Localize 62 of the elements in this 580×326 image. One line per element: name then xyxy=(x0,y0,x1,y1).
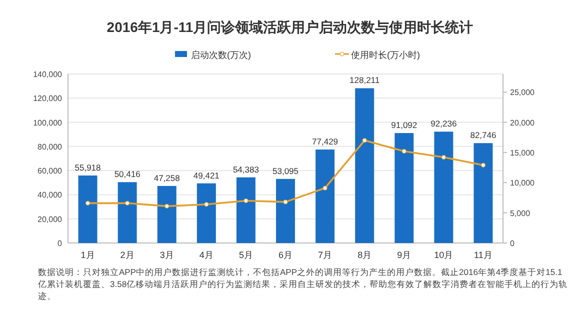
legend-label: 启动次数(万次) xyxy=(191,50,251,60)
bar xyxy=(157,186,176,243)
y-tick-label: 0 xyxy=(58,239,63,248)
bar xyxy=(196,183,216,243)
point xyxy=(322,186,328,190)
bar xyxy=(276,178,295,243)
bar xyxy=(78,176,98,243)
y2-tick-label: 25,000 xyxy=(510,88,536,98)
y-tick-label: 40,000 xyxy=(38,190,63,200)
bar xyxy=(474,143,493,243)
data-label: 47,258 xyxy=(154,172,180,183)
y-tick-label: 140,000 xyxy=(33,70,63,79)
y-tick-label: 20,000 xyxy=(38,214,63,224)
point xyxy=(125,200,130,206)
x-tick-label: 7月 xyxy=(318,250,332,260)
x-tick-label: 8月 xyxy=(358,250,372,260)
x-tick-label: 10月 xyxy=(434,250,454,260)
legend-label: 使用时长(万小时) xyxy=(351,50,420,60)
point xyxy=(480,162,486,168)
data-label: 53,095 xyxy=(272,166,299,176)
y-tick-label: 100,000 xyxy=(33,118,63,128)
data-label: 77,429 xyxy=(312,136,338,147)
x-tick-label: 3月 xyxy=(160,250,174,260)
x-tick-label: 2月 xyxy=(120,250,134,260)
x-tick-label: 5月 xyxy=(238,250,253,260)
point xyxy=(244,198,248,204)
data-label: 49,421 xyxy=(193,170,220,180)
bar xyxy=(118,182,137,243)
bar xyxy=(355,88,374,243)
y2-tick-label: 0 xyxy=(510,239,515,248)
chart-title: 2016年1月-11月问诊领域活跃用户启动次数与使用时长统计 xyxy=(106,19,474,35)
point xyxy=(362,138,367,143)
data-label: 128,211 xyxy=(350,75,380,86)
data-label: 92,236 xyxy=(430,118,457,129)
point xyxy=(283,200,288,204)
data-label: 91,092 xyxy=(391,120,418,130)
data-label: 54,383 xyxy=(232,164,260,174)
x-tick-label: 9月 xyxy=(397,250,412,260)
x-tick-label: 11月 xyxy=(474,250,492,260)
y2-tick-label: 15,000 xyxy=(510,148,536,158)
text: 数据说明：只对独立APP中的用户数据进行监测统计，不包括APP之外的调用等行为产生的用户数据。截止2016年第4季度基于对15.1亿累计装机覆盖、3.58亿移动端月活跃用户的行为监测结果，采用自主研发的技术，帮助您有效了解数字消费者在智能手机上的行为轨迹。 xyxy=(38,266,568,302)
y-tick-label: 80,000 xyxy=(38,142,63,152)
bar xyxy=(434,132,454,243)
bar xyxy=(316,150,335,243)
data-label: 82,746 xyxy=(470,130,496,140)
bar xyxy=(394,133,414,243)
y2-tick-label: 10,000 xyxy=(510,178,536,188)
y2-tick-label: 5,000 xyxy=(510,208,531,218)
point xyxy=(164,204,170,208)
x-tick-label: 6月 xyxy=(278,250,293,260)
x-tick-label: 1月 xyxy=(80,250,95,260)
point xyxy=(204,202,209,207)
y-tick-label: 120,000 xyxy=(33,94,63,104)
point xyxy=(441,154,446,160)
data-label: 55,918 xyxy=(74,162,102,172)
data-label: 50,416 xyxy=(114,169,141,180)
x-tick-label: 4月 xyxy=(199,250,214,260)
point xyxy=(402,148,406,154)
bar xyxy=(236,177,256,243)
y-tick-label: 60,000 xyxy=(38,166,63,176)
y2-tick-label: 20,000 xyxy=(510,118,536,128)
point xyxy=(85,200,90,206)
